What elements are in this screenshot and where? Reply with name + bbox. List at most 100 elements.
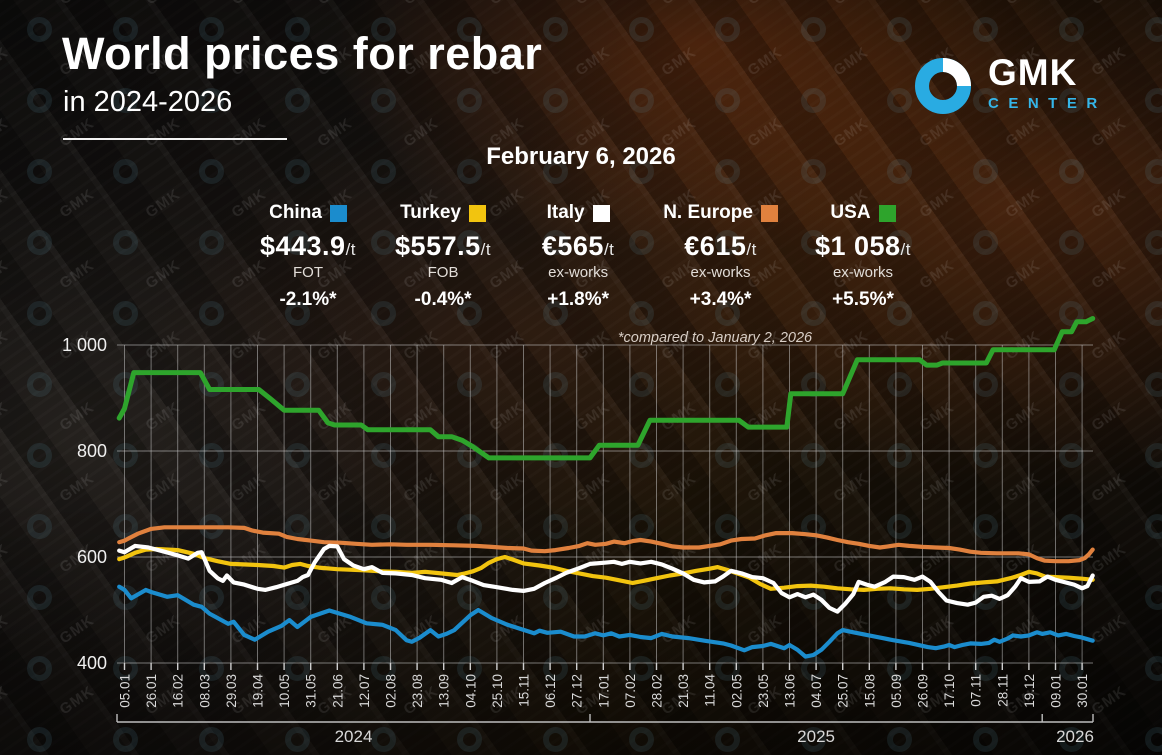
legend-country-label: Turkey bbox=[400, 202, 462, 223]
legend-item-italy: Italy €565/t ex-works +1.8%* bbox=[528, 202, 628, 311]
y-axis-label: 800 bbox=[77, 441, 107, 461]
legend-price-unit: /t bbox=[345, 240, 357, 259]
page-subtitle: in 2024-2026 bbox=[63, 86, 233, 118]
x-tick-label: 26.09 bbox=[916, 674, 931, 708]
x-tick-label: 17.01 bbox=[596, 674, 611, 708]
logo-text: GMK bbox=[988, 52, 1078, 93]
x-tick-label: 02.05 bbox=[729, 674, 744, 708]
legend-country-label: USA bbox=[830, 202, 871, 223]
legend-change: -2.1%* bbox=[279, 289, 337, 310]
series-line-italy bbox=[117, 543, 1095, 614]
legend-color-swatch bbox=[469, 204, 487, 222]
x-tick-label: 27.12 bbox=[570, 674, 585, 708]
comparison-note: *compared to January 2, 2026 bbox=[617, 330, 813, 346]
page-title: World prices for rebar bbox=[62, 28, 543, 79]
series-line-turkey bbox=[117, 546, 1095, 593]
legend-terms: ex-works bbox=[832, 264, 893, 281]
x-tick-label: 07.11 bbox=[969, 674, 984, 707]
legend-country-label: China bbox=[269, 202, 322, 223]
x-tick-label: 09.01 bbox=[1049, 674, 1064, 708]
y-axis-label: 600 bbox=[77, 547, 107, 567]
legend-color-swatch bbox=[329, 204, 347, 222]
x-tick-label: 28.11 bbox=[995, 674, 1010, 707]
legend-item-n-europe: N. Europe €615/t ex-works +3.4%* bbox=[663, 202, 778, 311]
x-tick-label: 23.05 bbox=[756, 674, 771, 708]
year-axis-bracket bbox=[116, 714, 1094, 723]
x-tick-label: 28.02 bbox=[650, 674, 665, 708]
x-tick-label: 26.01 bbox=[144, 674, 159, 708]
legend-country-label: Italy bbox=[546, 202, 585, 223]
legend-item-china: China $443.9/t FOT -2.1%* bbox=[258, 202, 358, 311]
year-label: 2026 bbox=[1056, 727, 1094, 746]
x-tick-label: 23.08 bbox=[410, 674, 425, 708]
x-tick-label: 05.09 bbox=[889, 674, 904, 708]
legend-terms: FOB bbox=[427, 264, 459, 281]
legend-change: +5.5%* bbox=[832, 289, 894, 310]
legend-price-unit: /t bbox=[746, 240, 757, 259]
gmk-logo: GMK CENTER bbox=[912, 52, 1107, 120]
legend-item-turkey: Turkey $557.5/t FOB -0.4%* bbox=[393, 202, 493, 311]
x-tick-label: 10.05 bbox=[277, 674, 292, 708]
legend-price: €565/t bbox=[541, 231, 615, 261]
x-tick-label: 04.07 bbox=[809, 674, 824, 708]
x-tick-label: 21.06 bbox=[330, 674, 345, 708]
x-tick-label: 08.03 bbox=[197, 674, 212, 708]
x-tick-label: 11.04 bbox=[703, 674, 718, 707]
legend-price-unit: /t bbox=[900, 240, 911, 259]
legend-terms: FOT bbox=[293, 264, 323, 281]
x-tick-label: 19.12 bbox=[1022, 674, 1037, 708]
legend: China $443.9/t FOT -2.1%* Turkey $557.5/t FOB -… bbox=[258, 202, 913, 311]
y-axis-label: 400 bbox=[77, 653, 107, 673]
x-tick-label: 15.11 bbox=[517, 674, 532, 707]
series-line-usa bbox=[116, 316, 1096, 461]
x-tick-label: 30.01 bbox=[1075, 674, 1090, 708]
legend-change: +1.8%* bbox=[547, 289, 610, 310]
x-tick-label: 25.07 bbox=[836, 674, 851, 708]
x-tick-label: 07.02 bbox=[623, 674, 638, 708]
legend-price: €615/t bbox=[684, 231, 757, 261]
x-tick-label: 06.12 bbox=[543, 674, 558, 708]
year-label: 2024 bbox=[335, 727, 373, 746]
legend-country-label: N. Europe bbox=[663, 202, 753, 223]
x-tick-label: 05.01 bbox=[118, 674, 133, 708]
series-line-china bbox=[117, 584, 1095, 659]
x-tick-label: 15.08 bbox=[862, 674, 877, 708]
legend-price: $443.9/t bbox=[259, 231, 357, 261]
legend-color-swatch bbox=[760, 204, 778, 222]
legend-terms: ex-works bbox=[548, 264, 609, 281]
x-tick-label: 21.03 bbox=[676, 674, 691, 708]
x-tick-label: 31.05 bbox=[304, 674, 319, 708]
x-tick-label: 13.09 bbox=[437, 674, 452, 708]
report-date: February 6, 2026 bbox=[486, 143, 676, 170]
legend-color-swatch bbox=[878, 204, 896, 222]
legend-change: -0.4%* bbox=[414, 289, 472, 310]
legend-change: +3.4%* bbox=[689, 289, 752, 310]
x-tick-label: 16.02 bbox=[171, 674, 186, 708]
legend-price: $557.5/t bbox=[395, 231, 492, 261]
year-label: 2025 bbox=[797, 727, 835, 746]
x-tick-label: 13.06 bbox=[783, 674, 798, 708]
legend-price-unit: /t bbox=[603, 240, 615, 259]
x-tick-label: 04.10 bbox=[463, 674, 478, 708]
legend-terms: ex-works bbox=[690, 264, 751, 281]
x-tick-label: 19.04 bbox=[251, 674, 266, 708]
title-underline bbox=[63, 138, 287, 140]
legend-price-unit: /t bbox=[480, 240, 492, 259]
y-axis-label: 1 000 bbox=[62, 335, 107, 355]
legend-price: $1 058/t bbox=[814, 231, 911, 261]
gmk-donut-icon bbox=[915, 58, 971, 114]
legend-color-swatch bbox=[592, 204, 610, 222]
x-tick-label: 12.07 bbox=[357, 674, 372, 708]
x-tick-label: 17.10 bbox=[942, 674, 957, 708]
x-tick-label: 02.08 bbox=[384, 674, 399, 708]
logo-subtext: CENTER bbox=[988, 95, 1107, 112]
x-tick-label: 29.03 bbox=[224, 674, 239, 708]
x-tick-label: 25.10 bbox=[490, 674, 505, 708]
legend-item-usa: USA $1 058/t ex-works +5.5%* bbox=[813, 202, 913, 311]
series-line-n-europe bbox=[117, 525, 1095, 564]
